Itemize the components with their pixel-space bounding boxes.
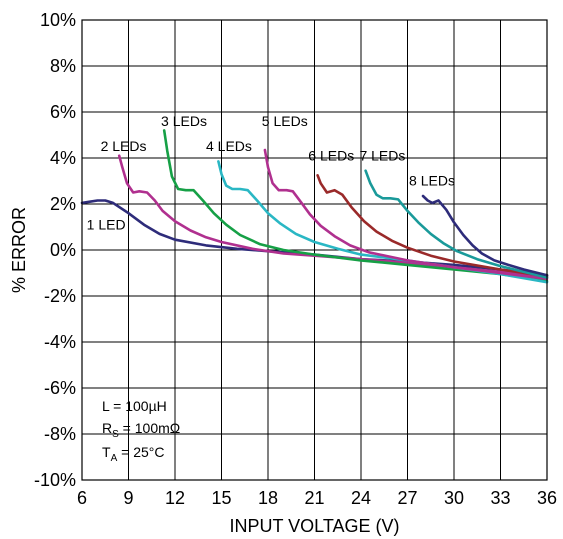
x-tick-label: 30 [444, 488, 464, 508]
y-tick-label: 6% [50, 102, 76, 122]
x-tick-label: 24 [351, 488, 371, 508]
series-line-5 [263, 148, 549, 281]
series-line-7 [364, 169, 549, 279]
x-tick-label: 9 [123, 488, 133, 508]
y-tick-label: -2% [44, 286, 76, 306]
sense-resistor-note: RS = 100mΩ [102, 420, 180, 440]
series-lines [80, 129, 549, 284]
x-tick-labels: 6 9 12 15 18 21 24 27 30 33 36 [77, 488, 557, 508]
y-tick-label: -6% [44, 378, 76, 398]
x-axis-title: INPUT VOLTAGE (V) [229, 516, 399, 536]
series-label-2: 2 LEDs [101, 138, 147, 154]
ambient-temp-note: TA = 25°C [102, 444, 164, 464]
y-tick-label: 4% [50, 148, 76, 168]
x-tick-label: 33 [490, 488, 510, 508]
series-label-5: 5 LEDs [262, 113, 308, 129]
series-label-8: 8 LEDs [409, 173, 455, 189]
series-label-1: 1 LED [87, 216, 126, 232]
x-tick-label: 21 [304, 488, 324, 508]
inductance-note: L = 100µH [102, 398, 167, 414]
series-label-3: 3 LEDs [161, 113, 207, 129]
y-tick-label: -4% [44, 332, 76, 352]
y-tick-label: -10% [34, 470, 76, 490]
x-tick-label: 6 [77, 488, 87, 508]
series-line-6 [316, 174, 549, 278]
y-tick-label: 0% [50, 240, 76, 260]
y-axis-title: % ERROR [9, 207, 29, 293]
y-tick-label: 2% [50, 194, 76, 214]
series-label-7: 7 LEDs [359, 147, 405, 163]
y-tick-label: 10% [40, 10, 76, 30]
series-line-3 [162, 129, 549, 283]
x-tick-label: 12 [165, 488, 185, 508]
x-tick-label: 18 [258, 488, 278, 508]
x-tick-label: 15 [211, 488, 231, 508]
series-label-6: 6 LEDs [308, 147, 354, 163]
series-line-8 [421, 194, 549, 277]
grid [82, 20, 547, 480]
x-tick-label: 27 [397, 488, 417, 508]
series-line-2 [117, 154, 549, 279]
y-tick-label: 8% [50, 56, 76, 76]
series-label-4: 4 LEDs [206, 138, 252, 154]
conditions-note: L = 100µH RS = 100mΩ TA = 25°C [102, 398, 180, 464]
y-tick-labels: -10% -8% -6% -4% -2% 0% 2% 4% 6% 8% 10% [34, 10, 76, 490]
series-labels: 1 LED 2 LEDs 3 LEDs 4 LEDs 5 LEDs 6 LEDs 7 LED… [87, 113, 455, 233]
plot-frame [81, 19, 548, 481]
y-tick-label: -8% [44, 424, 76, 444]
x-tick-label: 36 [537, 488, 557, 508]
